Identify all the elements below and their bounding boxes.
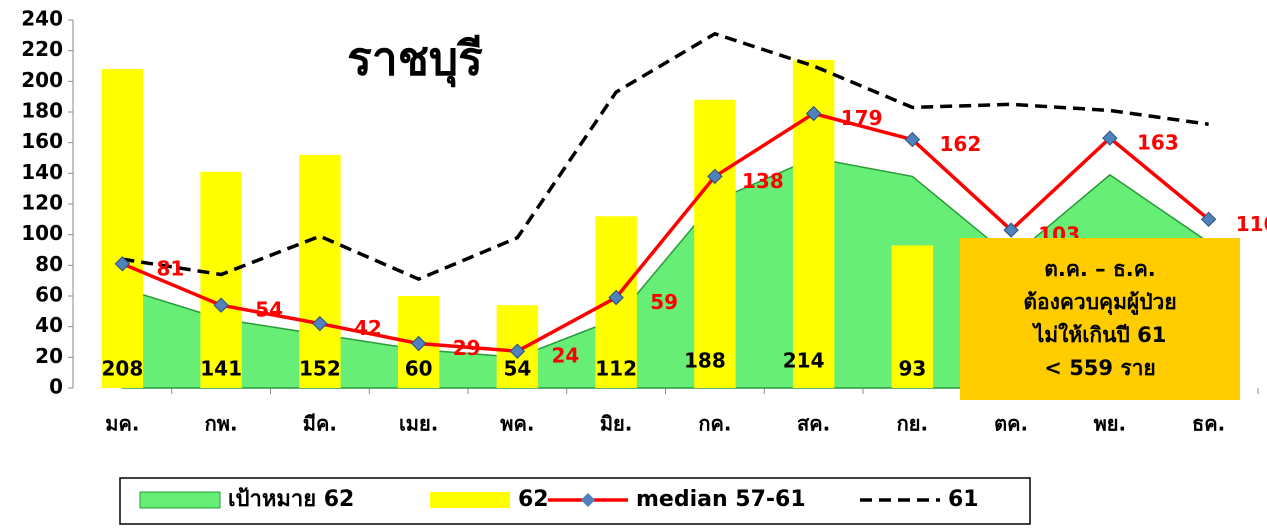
marker [410, 335, 427, 352]
marker [1102, 130, 1118, 146]
line [122, 31, 1209, 282]
x-tick-label: ธค. [1192, 412, 1225, 436]
x-tick-label: มีค. [303, 412, 337, 436]
x-tick-label: มิย. [600, 412, 633, 436]
data-label: 93 [898, 357, 926, 381]
data-label: 54 [503, 357, 531, 381]
marker [707, 168, 723, 185]
y-tick-label: 20 [35, 344, 63, 368]
marker [608, 289, 624, 306]
annotation-box [960, 238, 1240, 400]
legend-label: 61 [948, 487, 979, 512]
chart-title: ราชบุรี [347, 32, 483, 88]
y-tick-label: 120 [21, 191, 63, 215]
y-tick-label: 140 [21, 160, 63, 184]
legend-marker [581, 493, 595, 507]
legend-label: เป้าหมาย 62 [228, 487, 354, 512]
y-tick-label: 200 [21, 68, 63, 92]
data-label: 81 [156, 256, 184, 280]
marker [213, 297, 229, 313]
line [121, 111, 1210, 353]
marker [904, 131, 921, 148]
y-tick-label: 240 [21, 7, 63, 31]
x-tick-label: มค. [105, 412, 139, 436]
data-label: 29 [453, 336, 481, 360]
y-tick-label: 180 [21, 99, 63, 123]
y-tick-label: 160 [21, 129, 63, 153]
data-label: 60 [405, 357, 433, 381]
annotation: ต.ค. – ธ.ค. [1044, 257, 1156, 281]
y-tick-label: 40 [35, 313, 63, 337]
data-label: 214 [783, 349, 825, 373]
y-tick-label: 60 [35, 283, 63, 307]
x-tick-label: กย. [897, 412, 928, 436]
data-label: 112 [595, 357, 637, 381]
data-label: 152 [299, 357, 341, 381]
bar [101, 69, 144, 389]
x-tick-label: กพ. [205, 412, 238, 436]
annotation: < 559 ราย [1044, 356, 1155, 380]
y-tick-label: 220 [21, 37, 63, 61]
marker [312, 315, 328, 332]
x-tick-label: พย. [1094, 412, 1127, 436]
data-label: 24 [551, 344, 579, 368]
data-label: 188 [684, 349, 726, 373]
data-label: 141 [200, 357, 242, 381]
data-label: 42 [354, 316, 382, 340]
data-label: 208 [102, 357, 144, 381]
marker [509, 343, 526, 359]
bar [299, 154, 341, 388]
annotation: ต้องควบคุมผู้ป่วย [1023, 290, 1176, 316]
data-label: 179 [841, 106, 883, 130]
data-label: 163 [1137, 131, 1179, 155]
marker [1200, 211, 1217, 228]
y-tick-label: 0 [49, 375, 63, 399]
x-tick-label: สค. [797, 412, 830, 436]
bar [200, 171, 242, 388]
legend-swatch [430, 492, 510, 508]
data-label: 59 [650, 290, 678, 314]
marker [805, 105, 822, 122]
marker [114, 256, 131, 272]
x-tick-label: พค. [500, 412, 534, 436]
bar [891, 245, 934, 388]
y-tick-label: 80 [35, 252, 63, 276]
legend-swatch [139, 491, 221, 509]
x-tick-label: เมย. [399, 412, 438, 436]
legend-label: 62 [518, 487, 549, 512]
x-tick-label: ตค. [994, 412, 1028, 436]
marker [1003, 222, 1019, 238]
x-tick-label: กค. [698, 412, 731, 436]
data-label: 162 [940, 132, 982, 156]
legend-label: median 57-61 [636, 487, 806, 512]
annotation: ไม่ให้เกินปี 61 [1032, 322, 1167, 347]
data-label: 110 [1236, 212, 1267, 236]
bar [694, 99, 736, 388]
data-label: 138 [742, 169, 784, 193]
y-tick-label: 100 [21, 221, 63, 245]
data-label: 54 [255, 298, 283, 322]
